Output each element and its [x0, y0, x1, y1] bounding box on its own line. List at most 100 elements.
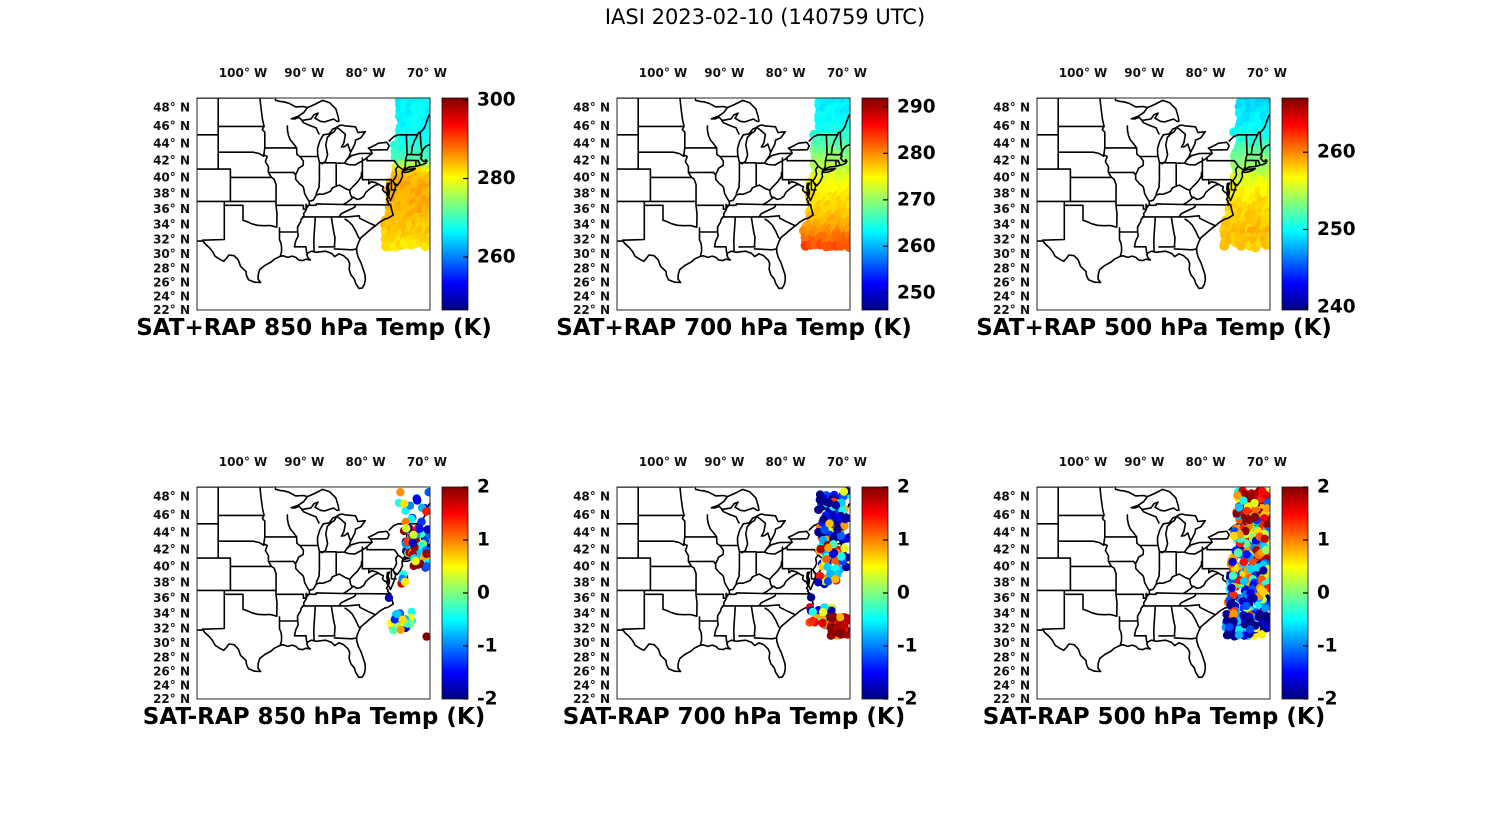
- lat-tick-label: 26° N: [573, 276, 610, 290]
- lat-tick-label: 30° N: [993, 247, 1030, 261]
- lon-tick-label: 70° W: [827, 66, 867, 80]
- lat-tick-label: 34° N: [993, 607, 1030, 621]
- lat-tick-label: 38° N: [573, 576, 610, 590]
- lon-tick-label: 70° W: [1247, 66, 1287, 80]
- colorbar-tick-label: 260: [897, 236, 936, 257]
- lat-tick-label: 36° N: [153, 591, 190, 605]
- colorbar-tick-label: 270: [897, 189, 936, 210]
- lon-tick-label: 100° W: [1059, 66, 1107, 80]
- panel-title-sat-minus-rap-700: SAT-RAP 700 hPa Temp (K): [562, 704, 906, 730]
- lat-tick-label: 48° N: [153, 490, 190, 504]
- colorbar-tick-label: 1: [1317, 530, 1330, 551]
- lat-tick-label: 46° N: [153, 119, 190, 133]
- lat-tick-label: 48° N: [153, 101, 190, 115]
- lat-tick-label: 36° N: [993, 591, 1030, 605]
- colorbar-tick-label: 280: [897, 143, 936, 164]
- lon-tick-label: 100° W: [219, 66, 267, 80]
- lon-tick-label: 100° W: [1059, 455, 1107, 469]
- lat-tick-label: 36° N: [153, 202, 190, 216]
- lat-tick-label: 32° N: [993, 233, 1030, 247]
- lat-tick-label: 44° N: [573, 137, 610, 151]
- lat-tick-label: 22° N: [573, 692, 610, 706]
- lat-tick-label: 38° N: [153, 576, 190, 590]
- colorbar: [861, 97, 889, 311]
- lat-tick-label: 24° N: [153, 678, 190, 692]
- lon-tick-label: 100° W: [219, 455, 267, 469]
- colorbar-tick-label: 260: [477, 247, 516, 268]
- lon-tick-label: 80° W: [1186, 66, 1226, 80]
- lon-tick-label: 90° W: [284, 455, 324, 469]
- lat-tick-label: 44° N: [153, 137, 190, 151]
- colorbar-tick-label: 1: [477, 530, 490, 551]
- lat-tick-label: 42° N: [573, 543, 610, 557]
- colorbar-tick-label: -1: [477, 636, 498, 657]
- colorbar-tick-label: -2: [897, 689, 918, 710]
- lat-tick-label: 38° N: [993, 576, 1030, 590]
- lat-tick-label: 48° N: [573, 101, 610, 115]
- lat-tick-label: 42° N: [993, 543, 1030, 557]
- lat-tick-label: 28° N: [573, 651, 610, 665]
- lon-tick-label: 90° W: [1124, 66, 1164, 80]
- lat-tick-label: 42° N: [153, 154, 190, 168]
- lat-tick-label: 28° N: [993, 651, 1030, 665]
- lon-tick-label: 80° W: [1186, 455, 1226, 469]
- lon-tick-label: 70° W: [407, 455, 447, 469]
- lat-tick-label: 48° N: [573, 490, 610, 504]
- lat-tick-label: 34° N: [573, 218, 610, 232]
- lat-tick-label: 48° N: [993, 101, 1030, 115]
- map-panel-5: 100° W 90° W 80° W 70° W 48° N 46° N 44° N 42° …: [993, 455, 1337, 710]
- colorbar-tick-label: 250: [1317, 219, 1356, 240]
- lat-tick-label: 42° N: [993, 154, 1030, 168]
- map-frame: [196, 97, 431, 311]
- lat-tick-label: 42° N: [573, 154, 610, 168]
- lat-tick-label: 40° N: [573, 559, 610, 573]
- colorbar-tick-label: 1: [897, 530, 910, 551]
- colorbar: [1281, 97, 1309, 311]
- lat-tick-label: 44° N: [993, 137, 1030, 151]
- colorbar-tick-label: 0: [1317, 583, 1330, 604]
- colorbar-tick-label: 0: [477, 583, 490, 604]
- lon-tick-label: 80° W: [766, 455, 806, 469]
- scatter-layer: [805, 487, 850, 640]
- panel-title-sat-plus-rap-700: SAT+RAP 700 hPa Temp (K): [556, 315, 912, 341]
- colorbar-tick-label: 2: [897, 477, 910, 498]
- us-basemap: [617, 98, 850, 290]
- colorbar-tick-label: 280: [477, 168, 516, 189]
- lat-tick-label: 44° N: [573, 526, 610, 540]
- lat-tick-label: 22° N: [993, 692, 1030, 706]
- map-panel-2: 100° W 90° W 80° W 70° W 48° N 46° N 44° N 42° …: [993, 66, 1356, 317]
- map-frame: [1036, 486, 1271, 700]
- swath-layer: [799, 98, 850, 252]
- lat-tick-label: 38° N: [153, 187, 190, 201]
- lat-tick-label: 46° N: [153, 508, 190, 522]
- map-panel-4: 100° W 90° W 80° W 70° W 48° N 46° N 44° N 42° …: [573, 455, 917, 710]
- map-panel-1: 100° W 90° W 80° W 70° W 48° N 46° N 44° N 42° …: [573, 66, 936, 317]
- lat-tick-label: 38° N: [993, 187, 1030, 201]
- lon-tick-label: 80° W: [346, 66, 386, 80]
- lat-tick-label: 48° N: [993, 490, 1030, 504]
- lat-tick-label: 28° N: [153, 651, 190, 665]
- colorbar-tick-label: 250: [897, 282, 936, 303]
- lat-tick-label: 40° N: [573, 170, 610, 184]
- colorbar-tick-label: 300: [477, 90, 516, 111]
- colorbar-tick-label: 240: [1317, 296, 1356, 317]
- colorbar-tick-label: 0: [897, 583, 910, 604]
- lon-tick-label: 90° W: [704, 455, 744, 469]
- map-panel-0: 100° W 90° W 80° W 70° W 48° N 46° N 44° N 42° …: [153, 66, 516, 317]
- lat-tick-label: 46° N: [993, 119, 1030, 133]
- swath-layer: [1219, 98, 1270, 253]
- lat-tick-label: 28° N: [573, 262, 610, 276]
- lon-tick-label: 70° W: [407, 66, 447, 80]
- lat-tick-label: 26° N: [993, 276, 1030, 290]
- panel-title-sat-plus-rap-500: SAT+RAP 500 hPa Temp (K): [976, 315, 1332, 341]
- lat-tick-label: 30° N: [573, 636, 610, 650]
- lon-tick-label: 90° W: [284, 66, 324, 80]
- us-basemap: [1037, 98, 1270, 290]
- lat-tick-label: 36° N: [573, 591, 610, 605]
- lat-tick-label: 34° N: [153, 218, 190, 232]
- lon-tick-label: 90° W: [1124, 455, 1164, 469]
- map-panel-3: 100° W 90° W 80° W 70° W 48° N 46° N 44° N 42° …: [153, 455, 497, 710]
- lat-tick-label: 40° N: [993, 559, 1030, 573]
- lat-tick-label: 32° N: [993, 622, 1030, 636]
